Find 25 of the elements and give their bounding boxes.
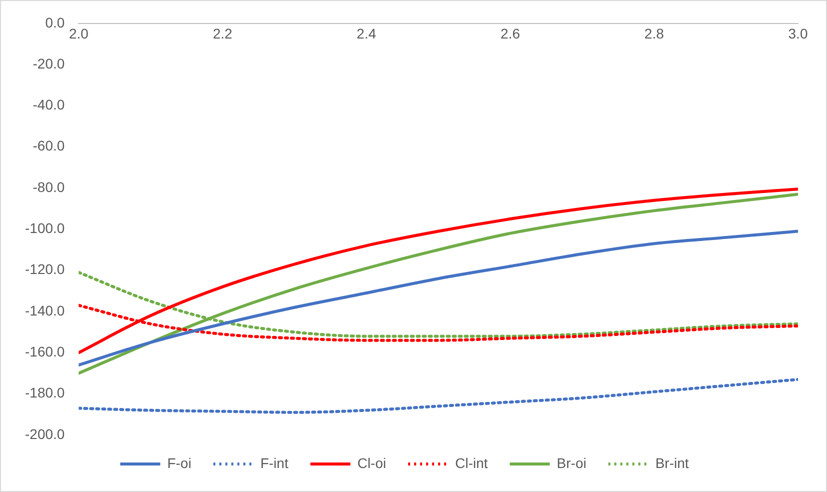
x-tick-label: 2.6 xyxy=(500,26,520,42)
y-tick-label: -100.0 xyxy=(24,220,65,236)
legend-label: Cl-int xyxy=(455,454,488,471)
legend-label: Br-int xyxy=(655,454,689,471)
x-tick-label: 2.0 xyxy=(68,26,89,42)
legend-label: F-oi xyxy=(167,454,192,471)
y-tick-label: -160.0 xyxy=(24,344,65,360)
legend-label: Cl-oi xyxy=(357,454,386,471)
line-series xyxy=(78,230,798,367)
y-tick-label: 0.0 xyxy=(45,14,65,30)
y-tick-label: -120.0 xyxy=(24,261,65,278)
y-tick-label: -140.0 xyxy=(24,302,65,318)
x-tick-label: 3.0 xyxy=(788,26,808,42)
line-series xyxy=(78,378,798,414)
y-tick-label: -60.0 xyxy=(32,138,65,154)
y-tick-label: -180.0 xyxy=(24,384,65,401)
x-tick-label: 2.2 xyxy=(212,26,232,42)
x-tick-label: 2.8 xyxy=(644,26,664,42)
legend-label: Br-oi xyxy=(556,454,586,471)
y-tick-label: -40.0 xyxy=(32,96,65,113)
y-tick-label: -20.0 xyxy=(32,55,65,72)
legend-label: F-int xyxy=(260,454,288,471)
y-tick-label: -200.0 xyxy=(24,426,65,442)
x-tick-label: 2.4 xyxy=(356,26,376,42)
y-tick-label: -80.0 xyxy=(32,178,65,195)
